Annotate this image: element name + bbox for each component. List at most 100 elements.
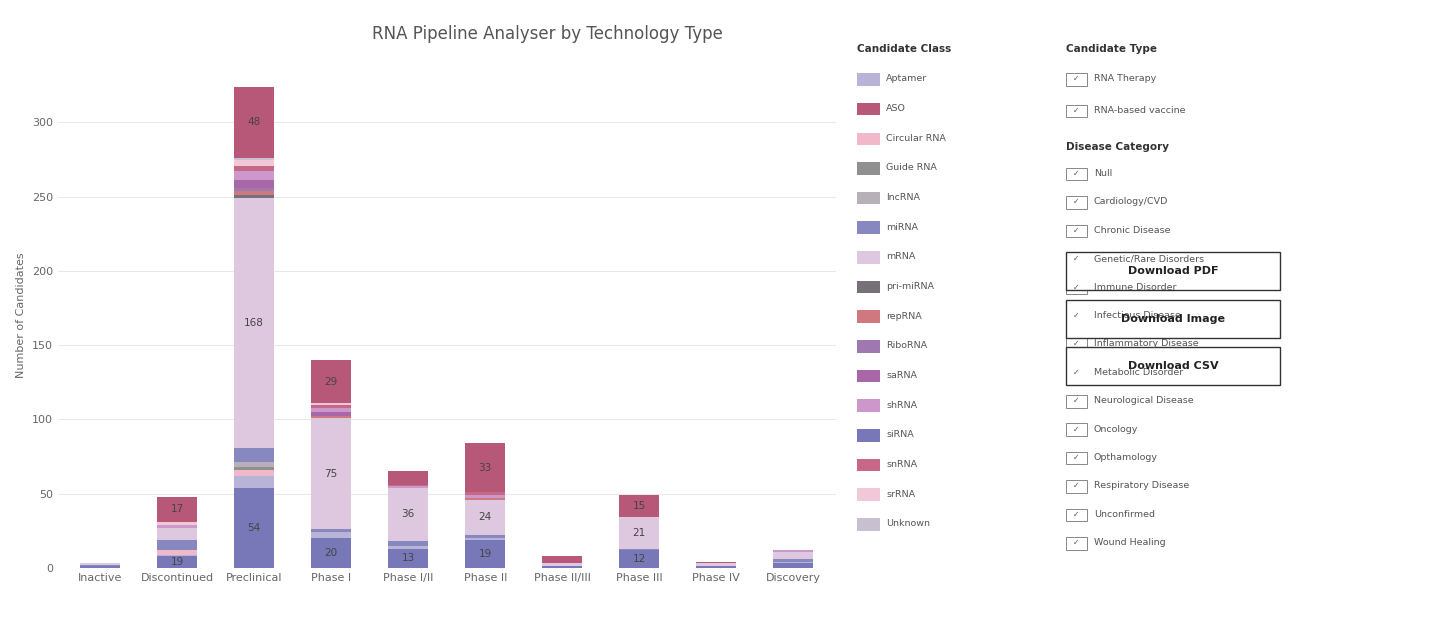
Bar — [311, 360, 352, 403]
Bar — [157, 497, 197, 522]
Bar — [311, 408, 352, 412]
Bar — [233, 191, 274, 195]
Bar — [233, 476, 274, 488]
Text: 13: 13 — [402, 553, 415, 563]
Text: Candidate Type: Candidate Type — [1066, 44, 1157, 54]
Bar — [388, 548, 428, 568]
Text: 19: 19 — [478, 549, 491, 559]
Text: ✓: ✓ — [1074, 368, 1079, 377]
Bar — [233, 447, 274, 463]
Bar — [774, 562, 813, 563]
Bar — [233, 488, 274, 568]
Bar — [388, 546, 428, 548]
Bar — [465, 538, 506, 540]
Bar — [157, 525, 197, 528]
Text: Download Image: Download Image — [1121, 314, 1225, 324]
Text: 168: 168 — [244, 318, 264, 328]
Text: Opthamology: Opthamology — [1094, 453, 1157, 462]
Text: 24: 24 — [478, 512, 491, 522]
Text: 12: 12 — [633, 554, 646, 564]
Bar — [388, 485, 428, 487]
Bar — [542, 563, 582, 567]
Bar — [81, 563, 120, 565]
Y-axis label: Number of Candidates: Number of Candidates — [16, 252, 26, 379]
Bar — [465, 535, 506, 538]
Text: Download PDF: Download PDF — [1128, 266, 1218, 276]
Text: Unknown: Unknown — [886, 519, 931, 528]
Bar — [311, 538, 352, 568]
Bar — [233, 463, 274, 467]
Bar — [157, 522, 197, 525]
Text: ✓: ✓ — [1074, 254, 1079, 263]
Bar — [233, 188, 274, 191]
Text: ✓: ✓ — [1074, 339, 1079, 348]
Text: Candidate Class: Candidate Class — [857, 44, 951, 54]
Text: Download CSV: Download CSV — [1128, 361, 1218, 371]
Bar — [465, 495, 506, 498]
Text: 21: 21 — [633, 528, 646, 538]
Text: 75: 75 — [324, 469, 337, 479]
Bar — [233, 467, 274, 470]
Bar — [696, 562, 736, 563]
Text: ✓: ✓ — [1074, 198, 1079, 206]
Text: 15: 15 — [633, 501, 646, 511]
Text: ✓: ✓ — [1074, 169, 1079, 178]
Text: Chronic Disease: Chronic Disease — [1094, 226, 1170, 235]
Bar — [81, 565, 120, 567]
Bar — [774, 559, 813, 562]
Bar — [233, 198, 274, 447]
Bar — [233, 195, 274, 198]
Text: shRNA: shRNA — [886, 401, 918, 410]
Text: saRNA: saRNA — [886, 371, 918, 380]
Text: Genetic/Rare Disorders: Genetic/Rare Disorders — [1094, 254, 1203, 263]
Bar — [233, 470, 274, 476]
Bar — [388, 471, 428, 485]
Bar — [311, 533, 352, 538]
Bar — [620, 550, 660, 568]
Bar — [233, 165, 274, 172]
Text: Aptamer: Aptamer — [886, 74, 928, 83]
Bar — [465, 498, 506, 500]
Text: ✓: ✓ — [1074, 106, 1079, 115]
Text: mRNA: mRNA — [886, 252, 915, 261]
Bar — [233, 160, 274, 165]
Bar — [388, 488, 428, 541]
Text: ✓: ✓ — [1074, 74, 1079, 83]
Text: ✓: ✓ — [1074, 396, 1079, 405]
Bar — [465, 540, 506, 568]
Text: srRNA: srRNA — [886, 490, 915, 498]
Bar — [233, 158, 274, 160]
Bar — [157, 540, 197, 550]
Bar — [696, 563, 736, 567]
Bar — [311, 404, 352, 408]
Text: Unconfirmed: Unconfirmed — [1094, 510, 1154, 519]
Text: RNA Pipeline Analyser by Technology Type: RNA Pipeline Analyser by Technology Type — [372, 25, 723, 44]
Text: ✓: ✓ — [1074, 226, 1079, 235]
Bar — [774, 551, 813, 559]
Text: pri-miRNA: pri-miRNA — [886, 282, 934, 291]
Text: 29: 29 — [324, 377, 337, 387]
Text: 20: 20 — [324, 548, 337, 558]
Bar — [311, 416, 352, 418]
Bar — [388, 487, 428, 488]
Bar — [157, 556, 197, 568]
Bar — [774, 550, 813, 551]
Bar — [774, 563, 813, 568]
Text: ✓: ✓ — [1074, 425, 1079, 433]
Text: ✓: ✓ — [1074, 538, 1079, 547]
Text: ASO: ASO — [886, 104, 906, 113]
Bar — [157, 550, 197, 555]
Text: Immune Disorder: Immune Disorder — [1094, 283, 1176, 292]
Text: repRNA: repRNA — [886, 312, 922, 321]
Bar — [233, 172, 274, 180]
Text: Cardiology/CVD: Cardiology/CVD — [1094, 198, 1169, 206]
Text: Metabolic Disorder: Metabolic Disorder — [1094, 368, 1183, 377]
Bar — [311, 418, 352, 529]
Text: 19: 19 — [170, 557, 183, 567]
Bar — [157, 555, 197, 556]
Bar — [157, 528, 197, 540]
Bar — [465, 443, 506, 492]
Text: ✓: ✓ — [1074, 481, 1079, 490]
Bar — [542, 556, 582, 563]
Bar — [542, 567, 582, 568]
